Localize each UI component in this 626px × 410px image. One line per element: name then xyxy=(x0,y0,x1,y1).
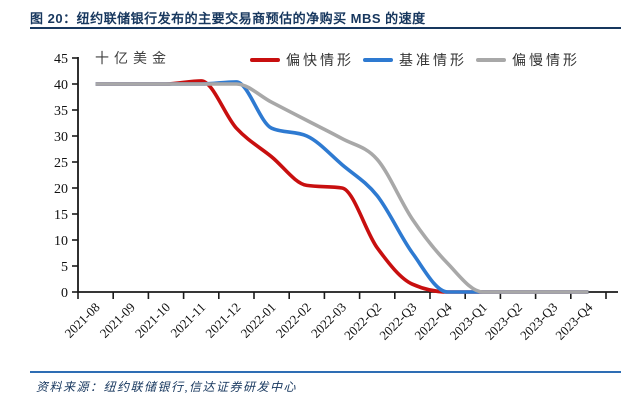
y-axis-tick-label: 30 xyxy=(54,130,68,145)
x-axis-tick-label: 2021-08 xyxy=(61,300,102,341)
y-axis-tick-label: 40 xyxy=(54,78,68,93)
y-axis-tick-label: 20 xyxy=(54,182,68,197)
series-line-fast xyxy=(95,79,589,294)
legend-swatch-fast xyxy=(250,58,280,62)
legend-swatch-slow xyxy=(476,58,506,62)
x-axis: 2021-082021-092021-102021-112021-122022-… xyxy=(61,292,607,343)
x-axis-tick-label: 2022-Q4 xyxy=(411,299,455,343)
y-axis-tick-label: 25 xyxy=(54,156,68,171)
y-axis-tick-label: 35 xyxy=(54,104,68,119)
y-axis-tick-label: 45 xyxy=(54,52,68,67)
figure-title: 图 20：纽约联储银行发布的主要交易商预估的净购买 MBS 的速度 xyxy=(30,11,426,26)
y-axis-tick-label: 0 xyxy=(61,286,68,301)
y-axis-tick-label: 5 xyxy=(61,260,68,275)
chart-legend: 偏快情形 基准情形 偏慢情形 xyxy=(250,50,589,70)
footer-rule xyxy=(30,371,621,373)
axis-frame xyxy=(77,57,618,293)
legend-label-slow: 偏慢情形 xyxy=(512,54,580,69)
x-axis-tick-label: 2023-Q4 xyxy=(552,299,596,343)
y-axis-tick-label: 15 xyxy=(54,208,68,223)
y-axis: 0 5 10 15 20 25 30 35 40 45 xyxy=(54,52,78,301)
x-axis-tick-label: 2023-Q1 xyxy=(447,300,490,343)
legend-swatch-base xyxy=(363,58,393,62)
x-axis-tick-label: 2021-09 xyxy=(97,300,138,341)
legend-item-base: 基准情形 xyxy=(363,50,467,70)
x-axis-tick-label: 2022-Q3 xyxy=(376,300,419,343)
source-note: 资料来源：纽约联储银行,信达证券研发中心 xyxy=(36,380,298,394)
x-axis-tick-label: 2022-Q2 xyxy=(341,300,384,343)
legend-item-slow: 偏慢情形 xyxy=(476,50,580,70)
title-rule xyxy=(30,27,621,29)
y-axis-tick-label: 10 xyxy=(54,234,68,249)
x-axis-tick-label: 2022-02 xyxy=(273,300,314,341)
x-axis-tick-label: 2021-10 xyxy=(132,300,173,341)
legend-label-fast: 偏快情形 xyxy=(286,54,354,69)
x-axis-tick-label: 2022-01 xyxy=(237,300,278,341)
x-axis-tick-label: 2021-12 xyxy=(202,300,243,341)
x-axis-tick-label: 2021-11 xyxy=(167,300,208,341)
x-axis-tick-label: 2023-Q3 xyxy=(517,300,560,343)
y-axis-unit-label: 十亿美金 xyxy=(95,51,171,67)
series-line-slow xyxy=(95,82,589,294)
legend-label-base: 基准情形 xyxy=(399,54,467,69)
x-axis-tick-label: 2023-Q2 xyxy=(482,300,525,343)
legend-item-fast: 偏快情形 xyxy=(250,50,354,70)
